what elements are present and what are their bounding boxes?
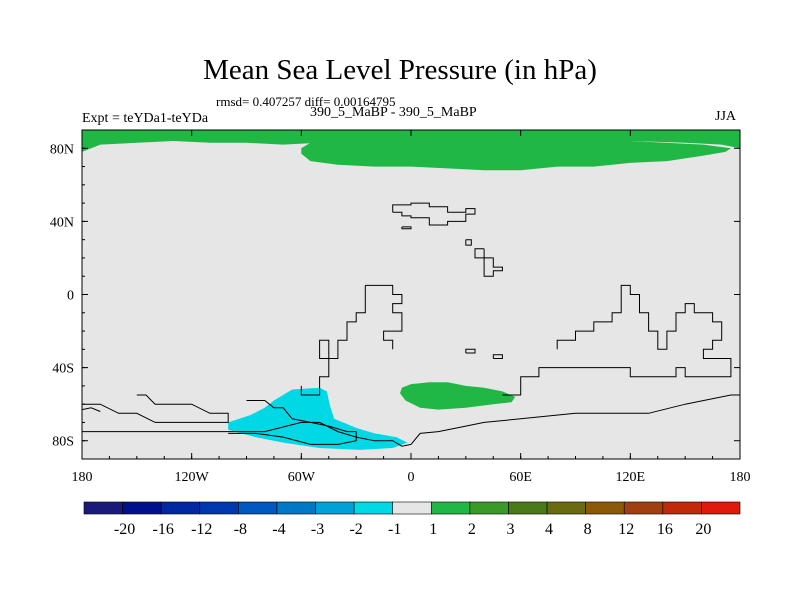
colorbar-swatch bbox=[508, 501, 548, 515]
colorbar-label: -16 bbox=[153, 521, 174, 538]
colorbar-label: -20 bbox=[114, 521, 135, 538]
colorbar-swatch bbox=[701, 501, 741, 515]
coastline bbox=[82, 394, 229, 423]
y-tick-label: 40N bbox=[50, 215, 74, 230]
colorbar-label: -12 bbox=[191, 521, 212, 538]
y-tick-label: 80S bbox=[52, 435, 74, 450]
coastline bbox=[465, 239, 472, 246]
colorbar-swatch bbox=[315, 501, 355, 515]
colorbar-label: 12 bbox=[618, 521, 634, 538]
coastline bbox=[365, 284, 403, 350]
coastline bbox=[401, 226, 412, 230]
x-tick-label: 180 bbox=[72, 470, 93, 485]
coastline bbox=[392, 202, 476, 226]
colorbar-label: -2 bbox=[349, 521, 362, 538]
colorbar-label: 1 bbox=[429, 521, 437, 538]
season-label: JJA bbox=[715, 109, 737, 124]
colorbar-swatch bbox=[160, 501, 201, 515]
chart-title: Mean Sea Level Pressure (in hPa) bbox=[203, 54, 597, 86]
experiment-label: Expt = teYDa1-teYDa bbox=[82, 111, 209, 126]
map-background bbox=[82, 130, 740, 459]
colorbar-swatch bbox=[585, 501, 625, 515]
colorbar-swatch bbox=[83, 501, 123, 515]
colorbar-swatch bbox=[122, 501, 162, 515]
colorbar-label: -3 bbox=[311, 521, 324, 538]
coastline bbox=[492, 354, 503, 359]
comparison-label: 390_5_MaBP - 390_5_MaBP bbox=[310, 105, 477, 120]
arctic-positive-anomaly-region bbox=[292, 139, 731, 171]
coastline bbox=[474, 248, 503, 277]
coastline bbox=[300, 285, 366, 396]
colorbar-label: 2 bbox=[468, 521, 476, 538]
antarctic-negative-anomaly-region bbox=[228, 387, 408, 450]
southern-positive-anomaly-region bbox=[400, 382, 516, 410]
coastline bbox=[319, 339, 330, 359]
y-tick-label: 80N bbox=[50, 142, 74, 157]
colorbar-label: 4 bbox=[545, 521, 553, 538]
x-tick-label: 60E bbox=[509, 470, 532, 485]
colorbar-label: 20 bbox=[695, 521, 711, 538]
colorbar-swatch bbox=[199, 501, 239, 515]
coastline bbox=[82, 394, 740, 447]
colorbar-swatch bbox=[546, 501, 586, 515]
colorbar-swatch bbox=[238, 501, 278, 515]
colorbar-swatch bbox=[662, 501, 702, 515]
coastline bbox=[502, 284, 732, 396]
colorbar-swatch bbox=[469, 501, 509, 515]
stats-label: rmsd= 0.407257 diff= 0.00164795 bbox=[216, 94, 396, 109]
y-tick-label: 0 bbox=[67, 289, 74, 304]
colorbar-swatch bbox=[392, 501, 432, 515]
x-tick-label: 180 bbox=[730, 470, 751, 485]
colorbar-label: -1 bbox=[388, 521, 401, 538]
coastline bbox=[228, 400, 357, 445]
colorbar-label: -4 bbox=[272, 521, 285, 538]
x-tick-label: 120W bbox=[175, 470, 210, 485]
colorbar-swatch bbox=[276, 501, 316, 515]
colorbar-label: 16 bbox=[657, 521, 673, 538]
colorbar-label: -8 bbox=[234, 521, 247, 538]
x-tick-label: 120E bbox=[616, 470, 646, 485]
colorbar-swatch bbox=[623, 501, 664, 515]
colorbar-label: 3 bbox=[506, 521, 514, 538]
colorbar-swatch bbox=[353, 501, 394, 515]
x-tick-label: 0 bbox=[408, 470, 415, 485]
x-tick-label: 60W bbox=[288, 470, 316, 485]
y-tick-label: 40S bbox=[52, 362, 74, 377]
colorbar-label: 8 bbox=[584, 521, 592, 538]
colorbar-swatch bbox=[430, 501, 471, 515]
coastline bbox=[465, 348, 476, 354]
coastline bbox=[82, 407, 101, 412]
